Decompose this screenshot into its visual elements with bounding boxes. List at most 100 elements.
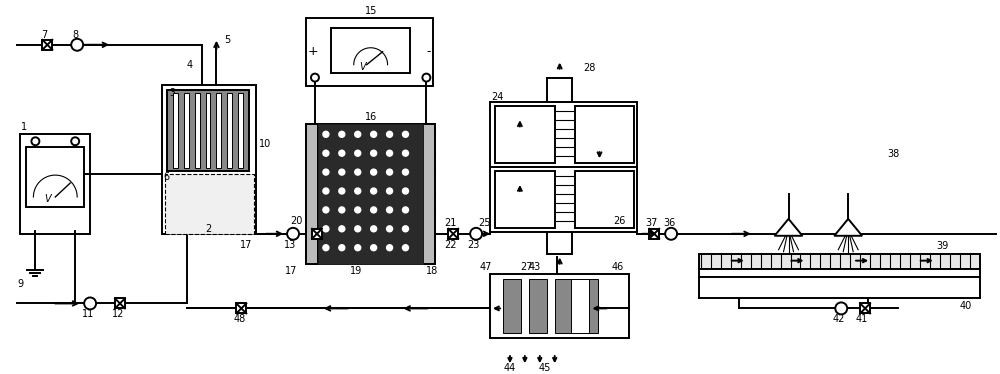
Circle shape — [403, 131, 408, 137]
Circle shape — [371, 226, 377, 232]
Circle shape — [339, 245, 345, 251]
Text: 42: 42 — [832, 315, 844, 324]
Text: 25: 25 — [478, 218, 490, 228]
Bar — [306, 125, 435, 264]
Bar — [306, 18, 433, 86]
Circle shape — [339, 131, 345, 137]
Bar — [206, 92, 210, 168]
Bar — [195, 92, 200, 168]
Circle shape — [387, 207, 393, 213]
Bar — [331, 28, 410, 73]
Circle shape — [371, 245, 377, 251]
Circle shape — [31, 137, 39, 145]
Circle shape — [323, 169, 329, 175]
Text: 23: 23 — [467, 240, 479, 250]
Circle shape — [371, 188, 377, 194]
Circle shape — [287, 228, 299, 240]
Circle shape — [387, 150, 393, 156]
Text: 17: 17 — [285, 266, 297, 276]
Text: -: - — [426, 45, 431, 58]
Text: 18: 18 — [426, 266, 438, 276]
Bar — [318, 125, 423, 264]
Bar — [490, 274, 629, 338]
Bar — [227, 92, 232, 168]
Bar — [575, 107, 634, 163]
Text: 4: 4 — [187, 60, 193, 70]
Circle shape — [665, 228, 677, 240]
Circle shape — [403, 188, 408, 194]
Circle shape — [323, 131, 329, 137]
Text: 36: 36 — [663, 218, 675, 228]
Circle shape — [355, 169, 361, 175]
Text: 41: 41 — [856, 315, 868, 324]
Bar — [581, 279, 598, 333]
Text: 9: 9 — [17, 279, 24, 288]
Circle shape — [323, 245, 329, 251]
Bar — [699, 254, 980, 269]
Bar — [529, 279, 547, 333]
Text: 22: 22 — [444, 240, 457, 250]
Circle shape — [371, 207, 377, 213]
Circle shape — [84, 297, 96, 309]
Polygon shape — [834, 219, 862, 236]
Bar — [306, 125, 318, 264]
Bar — [312, 229, 322, 239]
Bar — [184, 92, 189, 168]
Text: 6: 6 — [164, 172, 170, 182]
Text: 37: 37 — [645, 218, 657, 228]
Circle shape — [470, 228, 482, 240]
Text: V: V — [359, 62, 366, 72]
Text: 24: 24 — [491, 92, 503, 101]
Bar — [165, 174, 254, 234]
Text: 47: 47 — [480, 262, 492, 272]
Circle shape — [371, 150, 377, 156]
Circle shape — [355, 150, 361, 156]
Circle shape — [355, 188, 361, 194]
Circle shape — [323, 207, 329, 213]
Bar — [448, 229, 458, 239]
Text: 44: 44 — [504, 363, 516, 373]
Bar — [495, 171, 555, 228]
Text: 43: 43 — [529, 262, 541, 272]
Circle shape — [323, 150, 329, 156]
Text: 1: 1 — [21, 122, 28, 132]
Text: 10: 10 — [259, 139, 271, 149]
Bar — [216, 92, 221, 168]
Text: 17: 17 — [240, 240, 252, 250]
Circle shape — [422, 74, 430, 82]
Bar — [423, 125, 435, 264]
Bar — [490, 167, 637, 232]
Text: 5: 5 — [224, 35, 231, 45]
Circle shape — [71, 137, 79, 145]
Text: 3: 3 — [170, 88, 176, 98]
Text: 20: 20 — [290, 216, 302, 226]
Text: 39: 39 — [937, 241, 949, 251]
Bar — [162, 85, 256, 234]
Text: V: V — [44, 194, 51, 204]
Text: 8: 8 — [72, 30, 78, 40]
Bar — [495, 107, 555, 163]
Bar — [699, 269, 980, 276]
Circle shape — [355, 226, 361, 232]
Circle shape — [387, 245, 393, 251]
Bar — [571, 279, 589, 333]
Text: 40: 40 — [959, 301, 972, 312]
Circle shape — [387, 131, 393, 137]
Circle shape — [323, 188, 329, 194]
Text: 14: 14 — [308, 240, 320, 250]
Circle shape — [339, 207, 345, 213]
Circle shape — [371, 169, 377, 175]
Bar — [555, 279, 573, 333]
Circle shape — [355, 131, 361, 137]
Bar — [575, 171, 634, 228]
Bar — [649, 229, 659, 239]
Circle shape — [403, 150, 408, 156]
Text: 46: 46 — [611, 262, 624, 272]
Circle shape — [403, 245, 408, 251]
Text: 27: 27 — [521, 262, 533, 272]
Text: 7: 7 — [41, 30, 47, 40]
Text: +: + — [308, 45, 318, 58]
Text: 28: 28 — [583, 63, 596, 73]
Circle shape — [339, 169, 345, 175]
Circle shape — [387, 188, 393, 194]
